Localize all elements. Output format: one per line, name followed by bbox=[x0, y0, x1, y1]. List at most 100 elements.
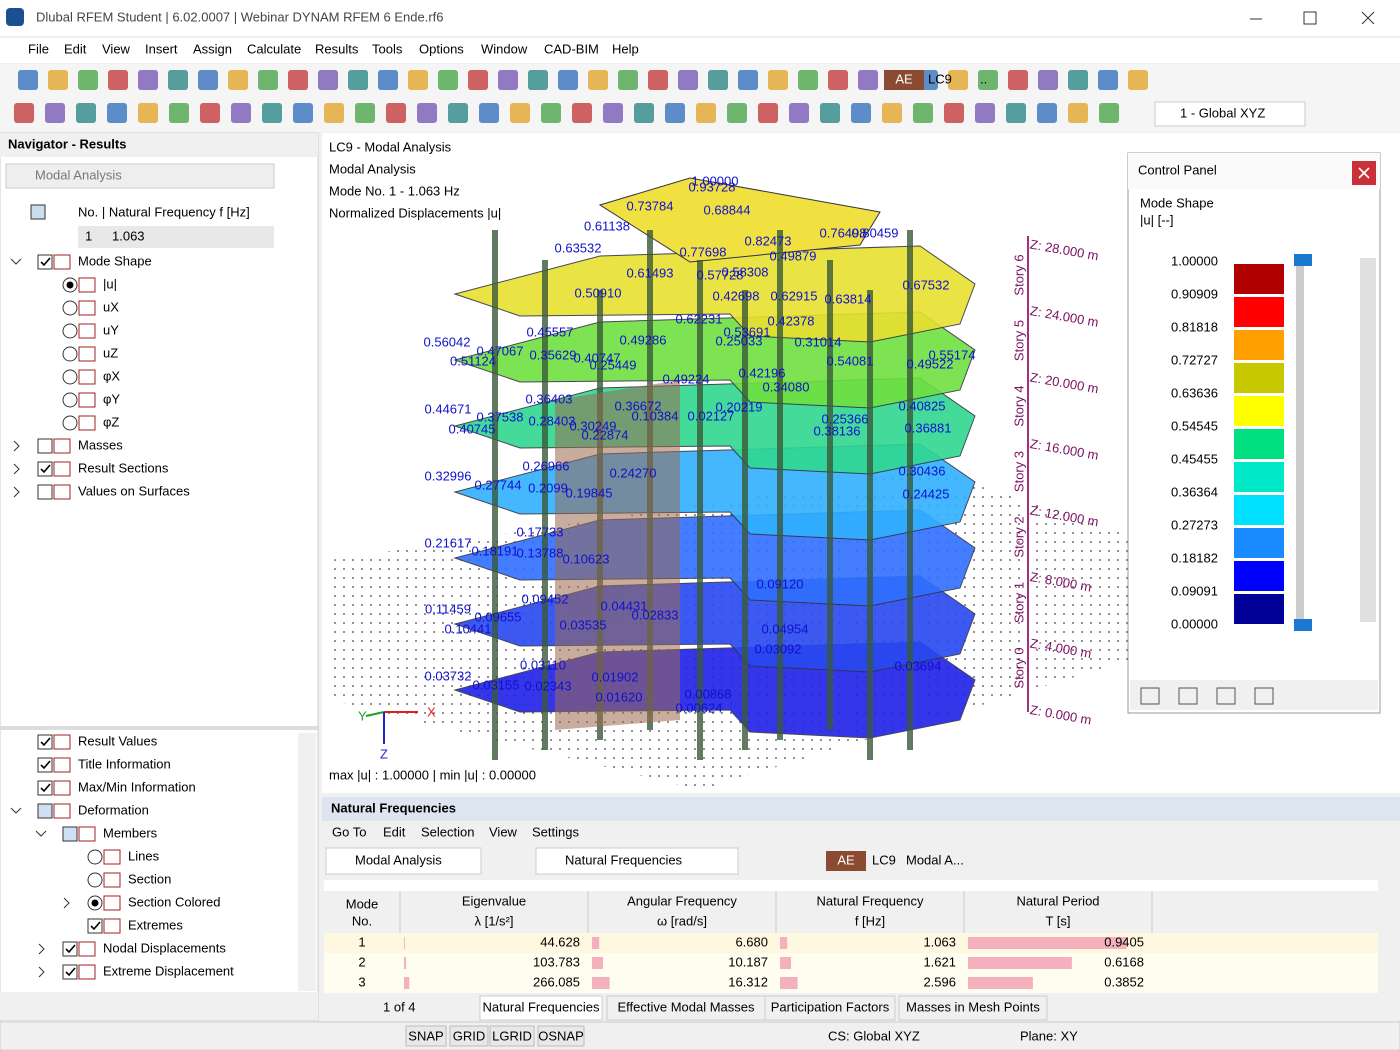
toolbar-icon[interactable] bbox=[820, 103, 840, 123]
radio[interactable] bbox=[87, 849, 103, 865]
checkbox[interactable] bbox=[37, 734, 53, 750]
tree-item[interactable]: φX bbox=[103, 368, 120, 383]
tree-item[interactable]: Mode Shape bbox=[78, 253, 152, 268]
toolbar-icon[interactable] bbox=[198, 70, 218, 90]
menu-item[interactable]: Calculate bbox=[247, 41, 301, 56]
toolbar-icon[interactable] bbox=[1037, 103, 1057, 123]
checkbox[interactable] bbox=[37, 254, 53, 270]
tree-item[interactable]: Max/Min Information bbox=[78, 779, 196, 794]
toolbar-icon[interactable] bbox=[696, 103, 716, 123]
toolbar-icon[interactable] bbox=[14, 103, 34, 123]
toolbar-icon[interactable] bbox=[1038, 70, 1058, 90]
toolbar-icon[interactable] bbox=[978, 70, 998, 90]
tree-item[interactable]: uX bbox=[103, 299, 119, 314]
toolbar-icon[interactable] bbox=[634, 103, 654, 123]
close[interactable] bbox=[1361, 11, 1375, 25]
toolbar-icon[interactable] bbox=[944, 103, 964, 123]
table-scroll[interactable] bbox=[1378, 880, 1398, 993]
status-toggle[interactable] bbox=[537, 1025, 585, 1047]
checkbox[interactable] bbox=[37, 780, 53, 796]
mode-selector[interactable] bbox=[78, 226, 274, 248]
panel-tab[interactable] bbox=[1216, 687, 1236, 705]
tab[interactable] bbox=[479, 995, 603, 1021]
menu-item[interactable]: File bbox=[28, 41, 49, 56]
menu-item[interactable]: Edit bbox=[64, 41, 87, 56]
toolbar-icon[interactable] bbox=[1128, 70, 1148, 90]
toolbar-icon[interactable] bbox=[603, 103, 623, 123]
toolbar-icon[interactable] bbox=[378, 70, 398, 90]
checkbox[interactable] bbox=[62, 941, 78, 957]
tab[interactable] bbox=[898, 995, 1048, 1021]
tree-item[interactable]: Section Colored bbox=[128, 894, 221, 909]
toolbar-icon[interactable] bbox=[408, 70, 428, 90]
toolbar-icon[interactable] bbox=[1008, 70, 1028, 90]
toolbar-icon[interactable] bbox=[228, 70, 248, 90]
status-toggle[interactable] bbox=[405, 1025, 447, 1047]
toolbar-icon[interactable] bbox=[448, 103, 468, 123]
toolbar-icon[interactable] bbox=[355, 103, 375, 123]
toolbar-icon[interactable] bbox=[510, 103, 530, 123]
radio[interactable] bbox=[62, 392, 78, 408]
toolbar-icon[interactable] bbox=[882, 103, 902, 123]
toolbar-icon[interactable] bbox=[78, 70, 98, 90]
checkbox[interactable] bbox=[37, 461, 53, 477]
toolbar-icon[interactable] bbox=[541, 103, 561, 123]
toolbar-icon[interactable] bbox=[738, 70, 758, 90]
checkbox[interactable] bbox=[62, 826, 78, 842]
toolbar-icon[interactable] bbox=[948, 70, 968, 90]
toolbar-icon[interactable] bbox=[76, 103, 96, 123]
toolbar-icon[interactable] bbox=[293, 103, 313, 123]
toolbar-icon[interactable] bbox=[386, 103, 406, 123]
panel-tab[interactable] bbox=[1254, 687, 1274, 705]
toolbar-icon[interactable] bbox=[708, 70, 728, 90]
toolbar-icon[interactable] bbox=[288, 70, 308, 90]
toolbar-icon[interactable] bbox=[479, 103, 499, 123]
toolbar-icon[interactable] bbox=[438, 70, 458, 90]
toolbar-icon[interactable] bbox=[1099, 103, 1119, 123]
slider-bottom[interactable] bbox=[1294, 619, 1312, 631]
toolbar-icon[interactable] bbox=[798, 70, 818, 90]
expander[interactable] bbox=[63, 897, 70, 909]
toolbar-icon[interactable] bbox=[169, 103, 189, 123]
results-menu-item[interactable]: Selection bbox=[421, 824, 474, 839]
toolbar-icon[interactable] bbox=[648, 70, 668, 90]
toolbar-icon[interactable] bbox=[108, 70, 128, 90]
results-menu-item[interactable]: Edit bbox=[383, 824, 406, 839]
menu-item[interactable]: Help bbox=[612, 41, 639, 56]
tree-item[interactable]: uZ bbox=[103, 345, 118, 360]
tree-item[interactable]: Extreme Displacement bbox=[103, 963, 234, 978]
toolbar-icon[interactable] bbox=[828, 70, 848, 90]
toolbar-icon[interactable] bbox=[498, 70, 518, 90]
toolbar-icon[interactable] bbox=[468, 70, 488, 90]
menu-item[interactable]: CAD-BIM bbox=[544, 41, 599, 56]
radio[interactable] bbox=[62, 323, 78, 339]
toolbar-icon[interactable] bbox=[18, 70, 38, 90]
table-dropdown[interactable] bbox=[535, 847, 739, 875]
toolbar-icon[interactable] bbox=[618, 70, 638, 90]
radio[interactable] bbox=[62, 369, 78, 385]
tree-item[interactable]: Values on Surfaces bbox=[78, 483, 190, 498]
expander[interactable] bbox=[38, 966, 45, 978]
toolbar-icon[interactable] bbox=[851, 103, 871, 123]
toolbar-icon[interactable] bbox=[168, 70, 188, 90]
toolbar-icon[interactable] bbox=[588, 70, 608, 90]
toolbar-icon[interactable] bbox=[858, 70, 878, 90]
expander[interactable] bbox=[38, 943, 45, 955]
radio[interactable] bbox=[62, 346, 78, 362]
tree-item[interactable]: Result Sections bbox=[78, 460, 169, 475]
tab[interactable] bbox=[606, 995, 766, 1021]
tree-item[interactable]: Nodal Displacements bbox=[103, 940, 226, 955]
toolbar-icon[interactable] bbox=[1098, 70, 1118, 90]
tab[interactable] bbox=[764, 995, 896, 1021]
menu-item[interactable]: Tools bbox=[372, 41, 403, 56]
toolbar-icon[interactable] bbox=[558, 70, 578, 90]
toolbar-icon[interactable] bbox=[528, 70, 548, 90]
tree-item[interactable]: uY bbox=[103, 322, 119, 337]
toolbar-icon[interactable] bbox=[324, 103, 344, 123]
toolbar-icon[interactable] bbox=[758, 103, 778, 123]
panel-tab[interactable] bbox=[1178, 687, 1198, 705]
scrollbar[interactable] bbox=[298, 733, 316, 991]
tree-item[interactable]: Section bbox=[128, 871, 171, 886]
slider-top[interactable] bbox=[1294, 254, 1312, 266]
results-menu-item[interactable]: Settings bbox=[532, 824, 579, 839]
